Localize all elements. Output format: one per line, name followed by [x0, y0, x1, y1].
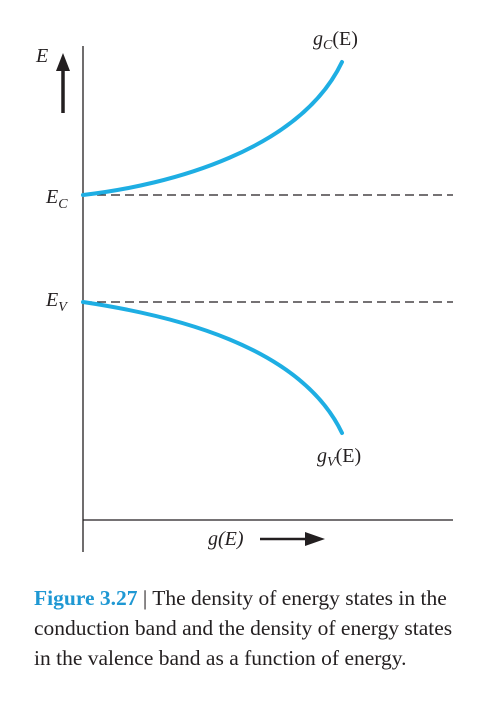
y-axis-label: E [35, 45, 48, 67]
caption-separator: | [137, 586, 153, 610]
valence-edge-label: EV [45, 289, 68, 315]
x-axis-label: g(E) [208, 528, 244, 550]
density-arrow [260, 532, 325, 546]
valence-band-curve [81, 300, 344, 435]
caption-text: The density of energy states in the cond… [34, 586, 453, 670]
density-of-states-diagram: E EC EV gC(E) gV(E) g(E) [35, 28, 453, 552]
conduction-band-curve [81, 60, 344, 197]
conduction-edge-label: EC [45, 186, 68, 212]
energy-arrow [56, 53, 70, 113]
figure-caption: Figure 3.27 | The density of energy stat… [34, 583, 454, 673]
conduction-curve-label: gC(E) [313, 28, 358, 53]
valence-curve-label: gV(E) [317, 445, 361, 470]
figure-label: Figure 3.27 [34, 586, 138, 610]
